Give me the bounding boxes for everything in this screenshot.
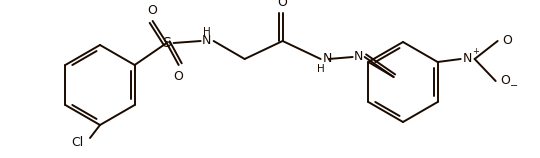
Text: H: H xyxy=(317,64,325,74)
Text: O: O xyxy=(174,70,184,82)
Text: N: N xyxy=(322,52,332,66)
Text: O: O xyxy=(148,3,158,16)
Text: N: N xyxy=(202,34,211,48)
Text: O: O xyxy=(503,34,512,48)
Text: +: + xyxy=(472,46,479,55)
Text: S: S xyxy=(162,36,171,50)
Text: N: N xyxy=(463,52,472,66)
Text: Cl: Cl xyxy=(71,137,83,149)
Text: N: N xyxy=(354,51,363,64)
Text: −: − xyxy=(510,81,518,91)
Text: H: H xyxy=(202,27,211,37)
Text: O: O xyxy=(278,0,288,9)
Text: O: O xyxy=(501,75,511,88)
